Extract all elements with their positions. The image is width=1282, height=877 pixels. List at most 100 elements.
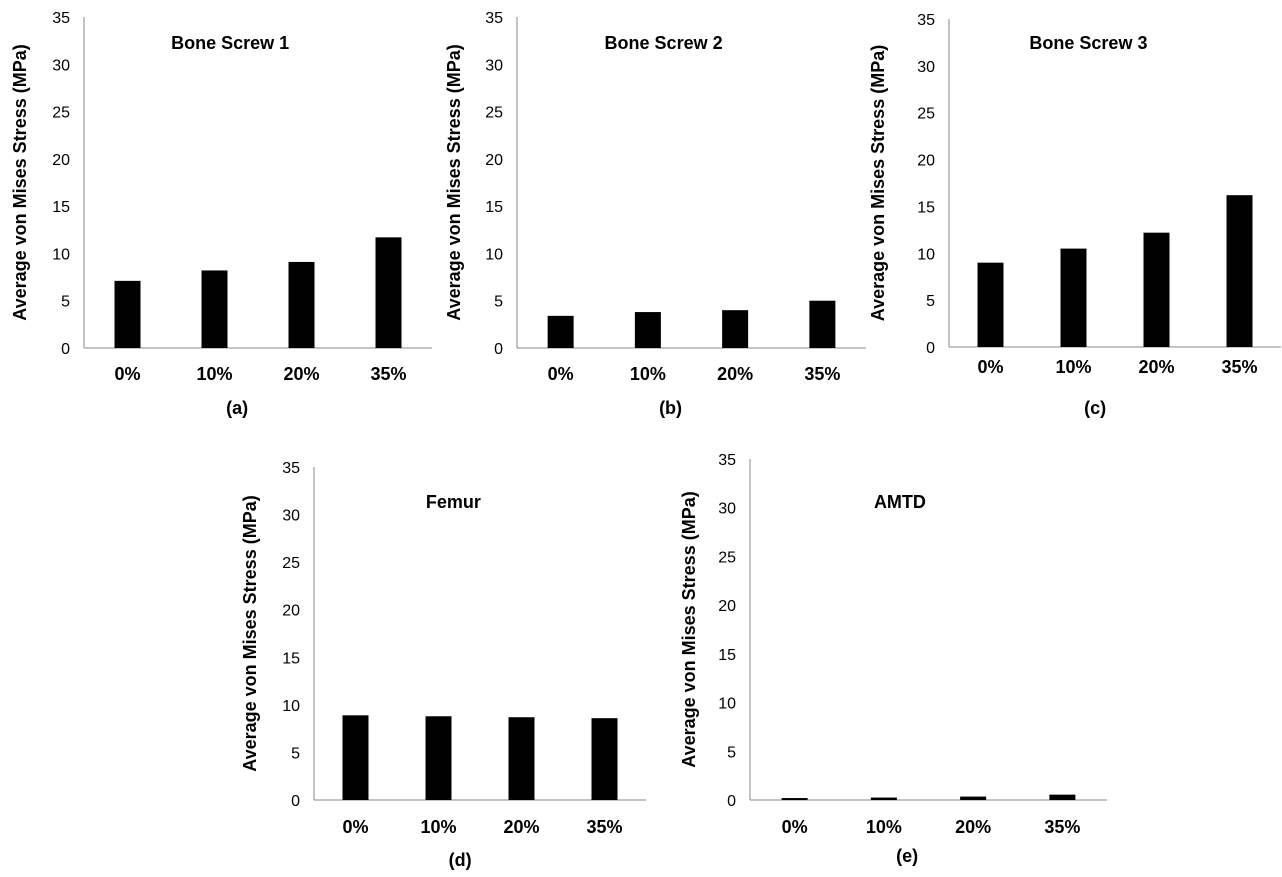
bar-0pct [342,715,369,800]
bar-35pct [1049,794,1076,800]
y-tick-label: 0 [494,341,503,358]
y-tick-label: 20 [485,152,503,169]
y-axis-label: Average von Mises Stress (MPa) [444,44,464,320]
y-tick-label: 30 [282,508,300,525]
y-tick-label: 10 [917,246,935,263]
y-tick-label: 35 [282,460,300,477]
y-tick-label: 20 [282,603,300,620]
y-tick-label: 20 [718,598,736,615]
chart-panel-3: 0 5 10 15 20 25 30 35 0% 10% 20% 35% Bone Screw 3 Ave… [868,12,1281,418]
y-tick-label: 0 [926,340,935,357]
y-tick-label: 15 [52,199,70,216]
x-category-label: 0% [342,817,368,837]
x-category-label: 35% [586,817,622,837]
chart-panel-4: 0 5 10 15 20 25 30 35 0% 10% 20% 35% Femur Average vo… [240,460,646,870]
bar-10pct [870,797,897,800]
chart-title: Bone Screw 1 [171,33,289,53]
x-category-label: 20% [503,817,539,837]
bar-10pct [425,716,452,800]
y-tick-label: 25 [917,106,935,123]
x-category-label: 35% [1044,817,1080,837]
y-tick-label: 0 [61,341,70,358]
x-category-label: 10% [1055,357,1091,377]
bar-20pct [288,261,315,348]
y-tick-label: 15 [485,199,503,216]
y-tick-label: 15 [718,647,736,664]
y-tick-label: 30 [485,57,503,74]
bar-35pct [809,300,836,348]
x-category-label: 10% [196,364,232,384]
y-tick-label: 10 [718,696,736,713]
x-category-label: 10% [866,817,902,837]
y-tick-label: 25 [52,105,70,122]
y-tick-label: 35 [917,12,935,29]
y-tick-label: 10 [52,246,70,263]
y-tick-label: 5 [727,744,736,761]
y-tick-label: 20 [52,152,70,169]
y-tick-label: 15 [282,650,300,667]
bar-35pct [591,718,618,800]
x-category-label: 20% [283,364,319,384]
bar-10pct [1060,248,1087,347]
y-axis-label: Average von Mises Stress (MPa) [240,495,260,771]
y-tick-label: 20 [917,153,935,170]
y-tick-label: 0 [291,793,300,810]
x-category-label: 35% [1221,357,1257,377]
y-axis-label: Average von Mises Stress (MPa) [10,44,30,320]
y-axis-label: Average von Mises Stress (MPa) [679,491,699,767]
chart-title: Femur [426,492,481,512]
y-tick-label: 5 [494,294,503,311]
panel-label: (b) [659,398,682,418]
y-tick-label: 0 [727,793,736,810]
bar-20pct [508,717,535,800]
x-category-label: 0% [548,364,574,384]
x-category-label: 0% [977,357,1003,377]
chart-panel-2: 0 5 10 15 20 25 30 35 0% 10% 20% 35% Bone Screw 2 Ave… [444,10,866,418]
chart-panel-5: 0 5 10 15 20 25 30 35 0% 10% 20% 35% AMTD Average von… [679,452,1107,866]
y-tick-label: 15 [917,199,935,216]
bar-20pct [722,310,749,348]
bar-35pct [375,237,402,348]
x-category-label: 0% [114,364,140,384]
panel-label: (e) [896,846,918,866]
y-tick-label: 5 [926,293,935,310]
bar-10pct [634,312,661,348]
y-tick-label: 25 [282,555,300,572]
y-tick-label: 25 [485,105,503,122]
panel-label: (a) [226,398,248,418]
y-tick-label: 35 [718,452,736,469]
bar-20pct [960,796,987,800]
chart-panel-1: 0 5 10 15 20 25 30 35 0% 10% 20% 35% Bone Screw 1 Ave… [10,10,432,418]
y-axis-label: Average von Mises Stress (MPa) [868,45,888,321]
y-tick-label: 25 [718,549,736,566]
x-category-label: 35% [804,364,840,384]
x-category-label: 20% [955,817,991,837]
bar-20pct [1143,232,1170,347]
y-tick-label: 30 [718,501,736,518]
x-category-label: 10% [420,817,456,837]
x-category-label: 20% [717,364,753,384]
bar-0pct [114,280,141,348]
panel-label: (c) [1084,398,1106,418]
y-tick-label: 30 [917,59,935,76]
bar-0pct [547,315,574,348]
y-tick-label: 10 [485,246,503,263]
bar-0pct [781,798,808,800]
y-tick-label: 5 [61,294,70,311]
bar-0pct [977,262,1004,347]
x-category-label: 35% [370,364,406,384]
x-category-label: 0% [782,817,808,837]
x-category-label: 20% [1138,357,1174,377]
y-tick-label: 5 [291,745,300,762]
bar-10pct [201,270,228,348]
panel-label: (d) [449,850,472,870]
chart-title: AMTD [874,492,926,512]
y-tick-label: 10 [282,698,300,715]
chart-title: Bone Screw 3 [1029,33,1147,53]
y-tick-label: 30 [52,57,70,74]
y-tick-label: 35 [485,10,503,27]
chart-title: Bone Screw 2 [605,33,723,53]
x-category-label: 10% [630,364,666,384]
bar-35pct [1226,195,1253,347]
